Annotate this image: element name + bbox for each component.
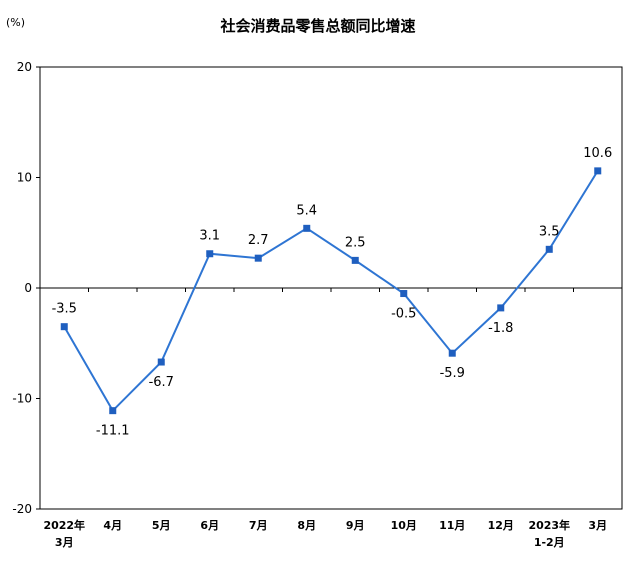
x-tick-label: 1-2月 (534, 536, 565, 549)
y-tick-label: 10 (17, 171, 32, 185)
data-label: 2.7 (248, 233, 269, 248)
data-point-marker (594, 167, 602, 175)
x-tick-labels: 2022年 3月 4月 5月 6月 7月 8月 9月 10月 11月 12月 2023年 1-2月 3月 (43, 518, 607, 549)
series-line (63, 170, 599, 413)
data-point-marker (303, 224, 311, 232)
data-point-marker (109, 407, 117, 415)
data-label: -0.5 (391, 307, 416, 322)
data-label: -3.5 (52, 302, 77, 317)
data-label: -1.8 (488, 321, 513, 336)
x-tick-label: 3月 (55, 536, 74, 549)
x-tick-label: 10月 (391, 519, 417, 532)
x-tick-label: 8月 (297, 519, 316, 532)
data-point-marker (545, 245, 553, 253)
data-point-marker (206, 250, 214, 258)
y-axis-unit: (%) (6, 16, 25, 29)
x-tick-label: 5月 (152, 519, 171, 532)
data-point-marker (157, 358, 165, 366)
data-label: 3.1 (199, 229, 220, 244)
data-points (60, 167, 602, 415)
data-label: -5.9 (440, 366, 465, 381)
data-point-marker (448, 349, 456, 357)
data-labels: -3.5 -11.1 -6.7 3.1 2.7 5.4 2.5 -0.5 -5.9 -1.8 3.5… (52, 146, 613, 439)
x-tick-label: 2023年 (528, 518, 570, 532)
data-label: 5.4 (296, 203, 317, 218)
y-tick-label: -10 (12, 392, 32, 406)
axes (36, 66, 623, 510)
chart-title: 社会消费品零售总额同比增速 (219, 17, 415, 35)
data-label: -6.7 (149, 375, 174, 390)
data-label: 10.6 (583, 146, 612, 161)
x-tick-label: 2022年 (43, 518, 85, 532)
x-tick-label: 6月 (200, 519, 219, 532)
data-label: -11.1 (96, 424, 130, 439)
y-tick-label: -20 (12, 502, 32, 516)
data-label: 3.5 (539, 224, 560, 239)
y-tick-label: 0 (24, 281, 32, 295)
x-tick-label: 4月 (103, 519, 122, 532)
x-tick-label: 11月 (439, 519, 465, 532)
x-tick-label: 12月 (488, 519, 514, 532)
data-point-marker (497, 304, 505, 312)
x-tick-label: 9月 (346, 519, 365, 532)
y-tick-label: 20 (17, 60, 32, 74)
x-tick-label: 3月 (588, 519, 607, 532)
data-point-marker (351, 256, 359, 264)
data-point-marker (400, 290, 408, 298)
series-polyline (63, 170, 599, 413)
x-tick-label: 7月 (249, 519, 268, 532)
data-point-marker (254, 254, 262, 262)
data-label: 2.5 (345, 235, 366, 250)
data-point-marker (60, 323, 68, 331)
y-tick-labels: 20 10 0 -10 -20 (12, 60, 32, 516)
